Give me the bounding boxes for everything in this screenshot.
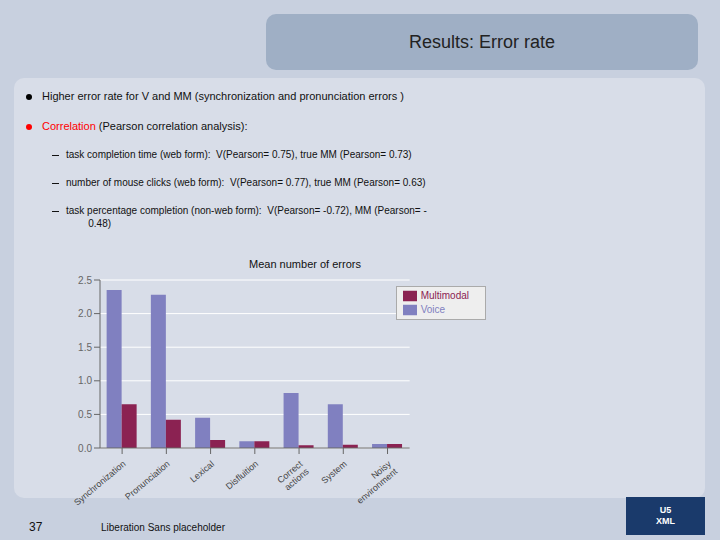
svg-text:Noisyenvironment: Noisyenvironment bbox=[349, 458, 400, 505]
html-text:Mean number of errors: Mean number of errors bbox=[249, 258, 361, 270]
svg-text:Synchronization: Synchronization bbox=[72, 459, 127, 508]
svg-text:1.0: 1.0 bbox=[78, 375, 92, 386]
html-text:Correlation (Pearson correlati: Correlation (Pearson correlation analysi… bbox=[42, 120, 248, 132]
svg-text:Lexical: Lexical bbox=[188, 459, 216, 485]
html-text:Liberation Sans placeholder: Liberation Sans placeholder bbox=[101, 522, 225, 533]
html-text:task completion time (web form: task completion time (web form): V(Pears… bbox=[66, 149, 412, 160]
svg-text:0.0: 0.0 bbox=[78, 443, 92, 454]
svg-text:Correctactions: Correctactions bbox=[275, 458, 311, 493]
svg-text:2.5: 2.5 bbox=[78, 275, 92, 286]
html-text:Multimodal: Multimodal bbox=[420, 289, 469, 301]
svg-text:Disfluition: Disfluition bbox=[224, 459, 260, 492]
svg-text:Pronunciation: Pronunciation bbox=[123, 459, 172, 502]
svg-text:System: System bbox=[319, 459, 348, 486]
svg-text:0.5: 0.5 bbox=[78, 409, 92, 420]
svg-text:1.5: 1.5 bbox=[78, 342, 92, 353]
html-text:task percentage completion (no: task percentage completion (non-web form… bbox=[66, 205, 427, 229]
html-text:Higher error rate for V and MM: Higher error rate for V and MM (synchron… bbox=[42, 90, 404, 102]
html-text:37: 37 bbox=[29, 520, 43, 534]
html-text:number of mouse clicks (web fo: number of mouse clicks (web form): V(Pea… bbox=[66, 177, 426, 188]
html-text:U5 XML: U5 XML bbox=[656, 505, 675, 526]
html-text:Results: Error rate: Results: Error rate bbox=[409, 31, 555, 52]
html-text:Voice: Voice bbox=[420, 303, 446, 315]
svg-text:2.0: 2.0 bbox=[78, 308, 92, 319]
